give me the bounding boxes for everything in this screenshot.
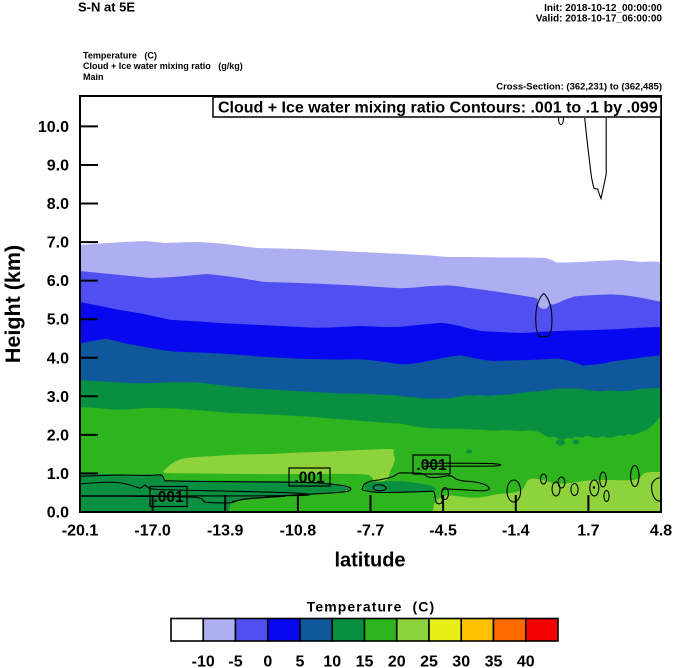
svg-text:1.7: 1.7 (577, 523, 599, 540)
svg-text:1.0: 1.0 (47, 466, 69, 483)
svg-text:4.0: 4.0 (47, 350, 69, 367)
svg-text:5.0: 5.0 (47, 312, 69, 329)
svg-text:4.8: 4.8 (650, 523, 672, 540)
svg-text:Cloud + Ice water mixing ratio: Cloud + Ice water mixing ratio (g/kg) (83, 61, 243, 71)
svg-text:0.0: 0.0 (47, 505, 69, 522)
svg-text:30: 30 (452, 654, 470, 668)
svg-text:S-N at 5E: S-N at 5E (78, 0, 135, 15)
svg-text:-4.5: -4.5 (429, 523, 457, 540)
svg-text:3.0: 3.0 (47, 389, 69, 406)
svg-text:Main: Main (83, 72, 104, 82)
svg-text:6.0: 6.0 (47, 273, 69, 290)
svg-text:7.0: 7.0 (47, 235, 69, 252)
svg-text:5: 5 (296, 654, 305, 668)
svg-text:0: 0 (263, 654, 272, 668)
svg-text:.001: .001 (294, 470, 325, 487)
svg-text:-10: -10 (192, 654, 215, 668)
svg-text:Valid: 2018-10-17_06:00:00: Valid: 2018-10-17_06:00:00 (536, 14, 663, 25)
svg-text:-20.1: -20.1 (62, 523, 99, 540)
svg-text:Temperature (C): Temperature (C) (307, 599, 436, 615)
svg-text:Cloud + Ice water mixing ratio: Cloud + Ice water mixing ratio Contours:… (218, 100, 658, 117)
svg-text:40: 40 (517, 654, 535, 668)
svg-text:10.0: 10.0 (38, 119, 69, 136)
svg-text:15: 15 (356, 654, 374, 668)
svg-text:-13.9: -13.9 (207, 523, 244, 540)
svg-text:Height (km): Height (km) (1, 245, 25, 363)
svg-text:-17.0: -17.0 (134, 523, 171, 540)
svg-text:-10.8: -10.8 (280, 523, 317, 540)
svg-text:9.0: 9.0 (47, 158, 69, 175)
svg-text:-5: -5 (228, 654, 242, 668)
svg-text:25: 25 (420, 654, 438, 668)
svg-text:20: 20 (388, 654, 406, 668)
svg-text:-7.7: -7.7 (357, 523, 385, 540)
svg-text:8.0: 8.0 (47, 196, 69, 213)
svg-text:35: 35 (485, 654, 503, 668)
svg-text:10: 10 (323, 654, 341, 668)
svg-text:Temperature (C): Temperature (C) (83, 51, 157, 61)
svg-text:-1.4: -1.4 (502, 523, 530, 540)
svg-text:.001: .001 (153, 489, 184, 506)
svg-text:2.0: 2.0 (47, 427, 69, 444)
svg-text:latitude: latitude (334, 550, 405, 572)
svg-text:Init: 2018-10-12_00:00:00: Init: 2018-10-12_00:00:00 (544, 3, 662, 14)
svg-text:.001: .001 (416, 457, 447, 474)
svg-text:Cross-Section: (362,231) to (3: Cross-Section: (362,231) to (362,485) (496, 82, 662, 93)
